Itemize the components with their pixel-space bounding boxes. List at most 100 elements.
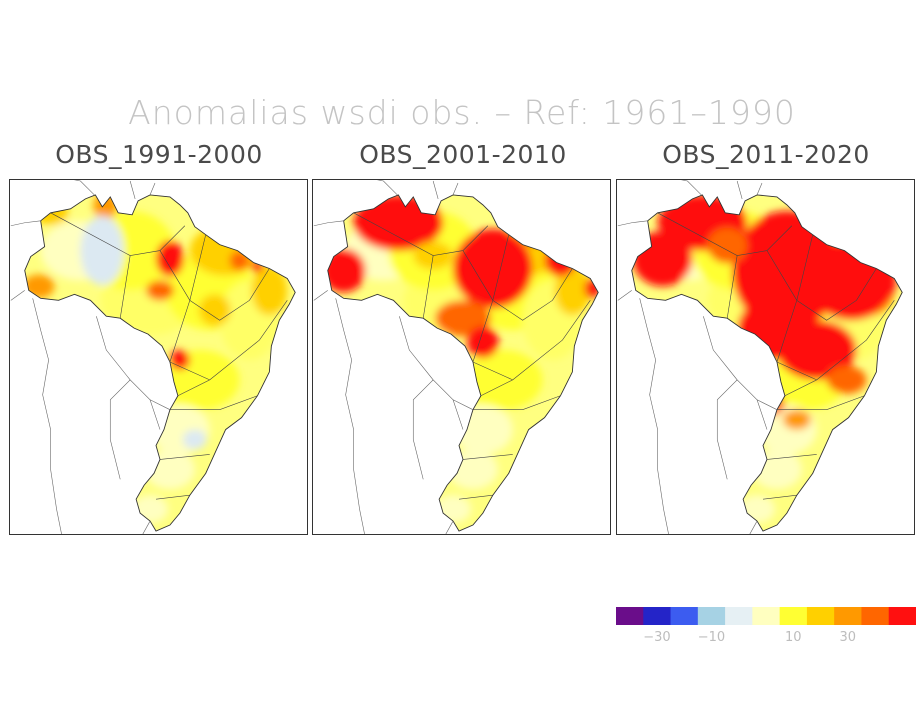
country-border	[399, 316, 464, 430]
country-border	[756, 182, 763, 196]
anomaly-blob	[544, 244, 577, 277]
country-border	[617, 290, 632, 301]
state-border	[119, 255, 131, 319]
anomaly-blob	[146, 280, 174, 301]
country-border	[129, 180, 136, 199]
state-border	[726, 255, 738, 319]
anomaly-blob	[739, 495, 775, 524]
country-border	[716, 379, 738, 480]
country-border	[149, 399, 171, 410]
anomaly-blob	[251, 265, 288, 316]
country-border	[109, 379, 131, 480]
state-border	[492, 268, 573, 321]
state-border	[169, 395, 258, 411]
state-border	[50, 212, 186, 256]
figure-title: Anomalias wsdi obs. – Ref: 1961–1990	[128, 93, 796, 132]
map-svg	[10, 180, 296, 534]
state-border	[766, 454, 817, 460]
anomaly-blob	[806, 240, 897, 321]
country-border	[639, 298, 669, 534]
colorbar-swatch	[834, 607, 862, 625]
state-border	[816, 300, 895, 381]
panel-title-2011-2020: OBS_2011-2020	[662, 140, 870, 169]
country-border	[335, 298, 365, 534]
colorbar-swatch	[725, 607, 753, 625]
anomaly-blob	[782, 409, 811, 430]
anomaly-blob	[435, 300, 491, 337]
state-border	[177, 379, 210, 397]
colorbar	[616, 607, 916, 625]
anomaly-blob	[826, 365, 867, 394]
colorbar-swatch	[888, 607, 916, 625]
colorbar-swatch	[670, 607, 699, 625]
anomaly-field	[632, 194, 897, 524]
anomaly-blob	[93, 194, 118, 220]
colorbar-swatch	[616, 607, 644, 625]
anomaly-blob	[229, 250, 250, 271]
country-border	[617, 220, 648, 227]
state-border	[472, 300, 513, 381]
colorbar-swatch	[779, 607, 808, 625]
anomaly-blob	[145, 449, 195, 490]
map-svg	[617, 180, 903, 534]
country-border	[432, 180, 439, 199]
colorbar-swatch	[806, 607, 835, 625]
state-border	[159, 454, 210, 460]
country-border	[10, 290, 25, 301]
map-panel-1991-2000	[9, 179, 308, 535]
country-border	[313, 220, 344, 227]
brazil-outline	[631, 194, 903, 532]
anomaly-blob	[182, 429, 207, 450]
anomaly-blob	[327, 248, 366, 293]
anomaly-blob	[435, 495, 471, 524]
anomaly-blob	[462, 350, 543, 410]
panel-title-2001-2010: OBS_2001-2010	[359, 140, 567, 169]
state-border	[784, 379, 817, 397]
map-panel-2011-2020	[616, 179, 915, 535]
anomaly-field	[24, 194, 288, 524]
country-border	[149, 182, 156, 196]
state-border	[657, 212, 793, 256]
anomaly-blob	[437, 394, 469, 415]
state-border	[512, 300, 591, 381]
country-border	[142, 520, 151, 534]
panel-title-1991-2000: OBS_1991-2000	[55, 140, 263, 169]
anomaly-blob	[169, 350, 190, 370]
state-border	[169, 300, 210, 381]
anomaly-blob	[776, 320, 857, 380]
country-border	[736, 180, 743, 199]
state-border	[776, 395, 865, 411]
state-border	[209, 300, 288, 381]
colorbar-tick-label: −10	[697, 630, 726, 645]
country-border	[680, 180, 702, 196]
country-border	[376, 180, 398, 196]
country-border	[73, 180, 95, 196]
anomaly-field	[327, 194, 599, 524]
anomaly-blob	[752, 449, 802, 490]
anomaly-blob	[448, 449, 498, 490]
anomaly-blob	[453, 228, 533, 309]
map-svg	[313, 180, 599, 534]
state-border	[155, 494, 190, 500]
country-border	[313, 290, 328, 301]
country-border	[756, 399, 778, 410]
country-border	[10, 220, 41, 227]
state-border	[776, 300, 817, 381]
anomaly-blob	[554, 265, 591, 316]
colorbar-tick-label: −30	[643, 630, 671, 645]
state-border	[353, 212, 489, 256]
anomaly-blob	[757, 404, 817, 455]
state-border	[472, 395, 561, 411]
anomaly-blob	[132, 495, 168, 524]
map-panel-2001-2010	[312, 179, 611, 535]
colorbar-tick-label: 30	[839, 630, 857, 645]
colorbar-swatch	[861, 607, 890, 625]
brazil-outline	[327, 194, 599, 532]
country-border	[445, 520, 454, 534]
anomaly-blob	[707, 227, 748, 264]
state-border	[189, 268, 270, 321]
anomaly-blob	[189, 225, 260, 276]
brazil-outline	[24, 194, 296, 532]
anomaly-blob	[856, 229, 897, 262]
country-border	[452, 399, 474, 410]
